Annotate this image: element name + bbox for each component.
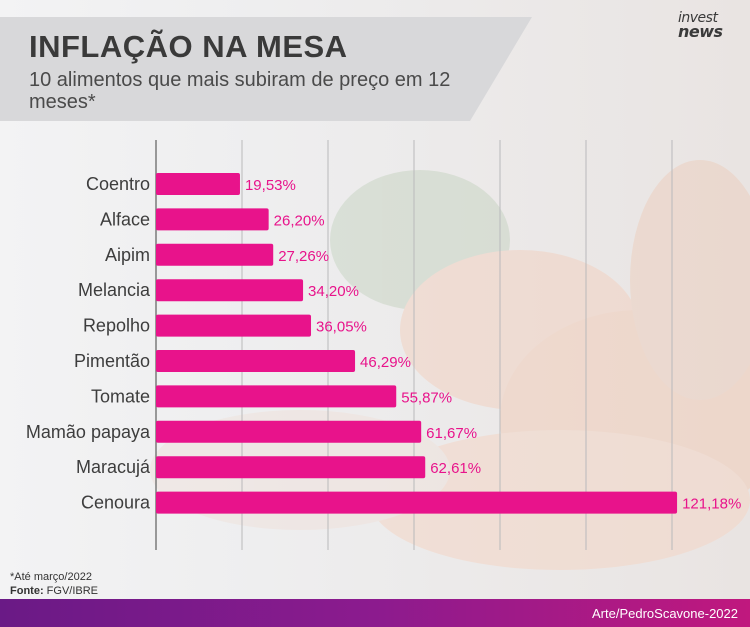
value-label: 34,20% [308, 283, 359, 300]
bar-maracujá [156, 456, 426, 479]
bar-coentro [156, 173, 240, 195]
footnote-date: *Até março/2022 [10, 571, 92, 583]
title-banner-shape [0, 17, 532, 121]
art-credit: Arte/PedroScavone-2022 [592, 606, 738, 621]
value-label: 27,26% [278, 248, 329, 265]
value-label: 62,61% [430, 460, 481, 477]
value-label: 121,18% [682, 496, 741, 513]
bar-melancia [156, 279, 304, 302]
category-label: Mamão papaya [26, 422, 151, 442]
value-label: 46,29% [360, 354, 411, 371]
bar-chart: Coentro 19,53% Alface 26,20% Aipim 27,26% Mela… [26, 140, 741, 550]
category-label: Tomate [91, 386, 150, 406]
category-label: Cenoura [81, 493, 151, 513]
category-label: Maracujá [76, 457, 151, 477]
bar-alface [156, 208, 269, 231]
value-label: 61,67% [426, 425, 477, 442]
footer-bar: Arte/PedroScavone-2022 [0, 599, 750, 627]
page-title: INFLAÇÃO NA MESA [29, 29, 348, 64]
bar-tomate [156, 385, 397, 408]
category-label: Coentro [86, 174, 150, 194]
investnews-logo: invest news [678, 10, 740, 41]
bar-aipim [156, 243, 274, 266]
category-label: Repolho [83, 316, 150, 336]
bar-mamão-papaya [156, 420, 422, 443]
bar-pimentão [156, 350, 356, 372]
category-label: Alface [100, 209, 150, 229]
category-label: Aipim [105, 245, 150, 265]
value-label: 55,87% [401, 389, 452, 406]
value-label: 36,05% [316, 319, 367, 336]
page-subtitle: 10 alimentos que mais subiram de preço e… [29, 69, 451, 113]
value-label: 19,53% [245, 177, 296, 194]
value-label: 26,20% [274, 212, 325, 229]
footnote: *Até março/2022 Fonte: FGV/IBRE [10, 570, 98, 598]
logo-line-2: news [678, 22, 723, 41]
source-label: Fonte: [10, 585, 44, 597]
bar-repolho [156, 314, 312, 337]
title-banner [0, 17, 570, 121]
category-label: Pimentão [74, 351, 150, 371]
category-label: Melancia [78, 280, 151, 300]
logo-line-1: invest [678, 10, 718, 26]
source-value: FGV/IBRE [46, 585, 99, 597]
source-line: Fonte: FGV/IBRE [10, 584, 98, 598]
bar-cenoura [156, 491, 678, 514]
